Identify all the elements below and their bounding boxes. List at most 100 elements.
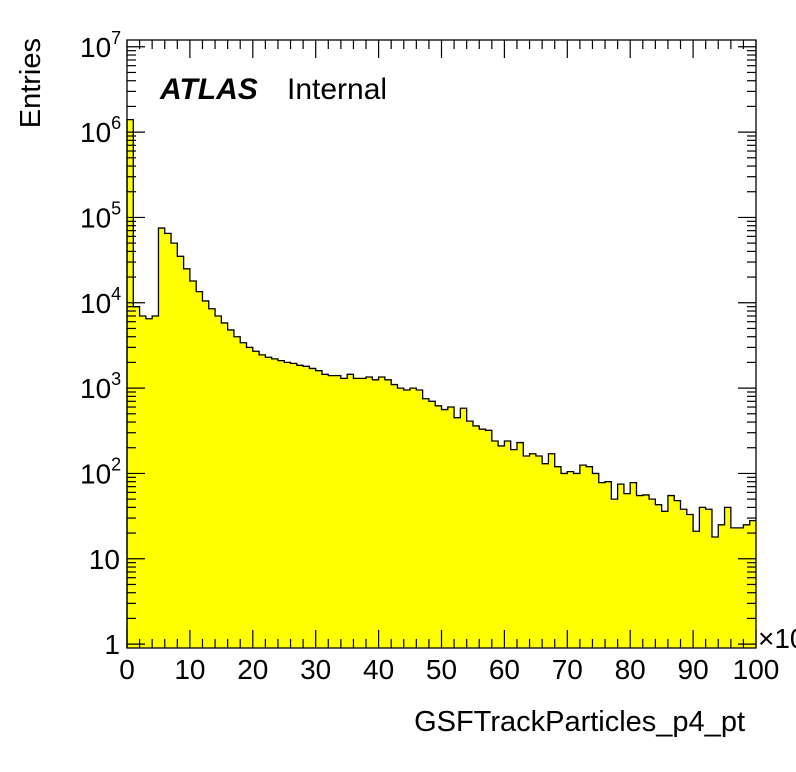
histogram-bin xyxy=(504,440,512,648)
histogram-bin xyxy=(542,463,550,648)
histogram-bin xyxy=(661,511,669,648)
histogram-bin xyxy=(259,354,266,648)
histogram-bins xyxy=(126,118,757,649)
histogram-bin xyxy=(674,500,682,648)
histogram-bin xyxy=(366,376,373,648)
histogram-bin xyxy=(189,280,197,648)
x-axis-title: GSFTrackParticles_p4_pt xyxy=(414,706,745,738)
histogram-bin xyxy=(340,378,348,648)
histogram-bin xyxy=(391,384,399,648)
histogram-bin xyxy=(435,405,443,648)
histogram-bin xyxy=(208,308,216,648)
histogram-bin xyxy=(403,389,411,648)
histogram-bin xyxy=(472,425,480,648)
histogram-bin xyxy=(699,507,707,648)
histogram-bin xyxy=(548,453,556,648)
histogram-bin xyxy=(586,466,594,648)
x-tick-label: 0 xyxy=(119,654,135,685)
histogram-bin xyxy=(466,421,474,648)
histogram-bin xyxy=(516,442,524,648)
histogram-bin xyxy=(271,358,279,648)
histogram-bin xyxy=(171,243,178,648)
histogram-bin xyxy=(711,536,719,648)
x-tick-label: 70 xyxy=(552,654,583,685)
histogram-bin xyxy=(227,329,235,648)
histogram-bin xyxy=(196,291,204,648)
histogram-bin xyxy=(636,495,644,648)
histogram-bin xyxy=(485,430,493,648)
histogram-bin xyxy=(642,494,650,648)
x-tick-label: 40 xyxy=(363,654,394,685)
histogram-bin xyxy=(252,351,260,648)
histogram-bin xyxy=(605,481,612,648)
histogram-bin xyxy=(145,318,153,648)
histogram-bin xyxy=(221,322,229,648)
histogram-bin xyxy=(177,256,185,648)
histogram-bin xyxy=(328,375,336,648)
x-tick-label: 20 xyxy=(237,654,268,685)
y-axis-tick-labels: 1 10 102 103 104 105 106 107 xyxy=(80,28,121,660)
histogram-bin xyxy=(284,362,292,648)
histogram-bin xyxy=(416,389,424,648)
y-tick-label: 104 xyxy=(80,284,121,319)
histogram-bin xyxy=(133,306,141,648)
histogram-bin xyxy=(567,471,575,648)
histogram-outline xyxy=(126,118,756,648)
histogram-bin xyxy=(127,119,134,649)
histogram-bin xyxy=(240,342,248,648)
histogram-bin xyxy=(623,493,631,648)
histogram-bin xyxy=(384,379,392,648)
histogram-bin xyxy=(743,524,751,648)
x-axis-multiplier: ×103 xyxy=(758,620,796,654)
histogram-bin xyxy=(479,429,487,648)
histogram-bin xyxy=(718,524,726,648)
histogram-bin xyxy=(164,233,172,648)
histogram-bin xyxy=(611,499,619,648)
histogram-bin xyxy=(730,527,738,648)
y-tick-label: 102 xyxy=(80,454,121,489)
histogram-bin xyxy=(321,374,329,648)
y-tick-label: 1 xyxy=(104,629,120,660)
histogram-bin xyxy=(579,465,587,648)
histogram-bin xyxy=(737,527,745,648)
atlas-label: ATLAS xyxy=(159,73,258,106)
histogram-bin xyxy=(359,378,367,648)
histogram-bin xyxy=(428,401,436,648)
histogram-bin xyxy=(598,482,606,648)
histogram-bin xyxy=(705,509,713,648)
histogram-bin xyxy=(277,360,285,648)
histogram-bin xyxy=(422,398,430,648)
x-tick-label: 10 xyxy=(174,654,205,685)
y-tick-label: 105 xyxy=(80,198,121,233)
histogram-bin xyxy=(561,473,568,648)
histogram-bin xyxy=(454,417,461,648)
histogram-bin xyxy=(523,456,531,648)
histogram-bin xyxy=(233,336,241,648)
histogram-bin xyxy=(202,300,210,648)
histogram-bin xyxy=(592,473,600,648)
histogram-bin xyxy=(655,504,663,648)
internal-label: Internal xyxy=(287,73,387,106)
histogram-bin xyxy=(554,466,562,648)
x-multiplier-base: ×10 xyxy=(758,623,796,654)
histogram-bin xyxy=(693,531,700,648)
histogram-bin xyxy=(397,388,405,648)
histogram-bin xyxy=(215,315,222,648)
x-tick-label: 60 xyxy=(489,654,520,685)
histogram-bin xyxy=(617,484,625,648)
histogram-bin xyxy=(158,228,166,648)
histogram-bin xyxy=(353,378,361,648)
histogram-bin xyxy=(378,376,386,648)
y-tick-label: 10 xyxy=(89,544,120,575)
histogram-bin xyxy=(649,499,656,648)
histogram-bin xyxy=(680,509,688,648)
y-tick-label: 106 xyxy=(80,113,121,148)
x-tick-label: 30 xyxy=(300,654,331,685)
histogram-bin xyxy=(510,449,518,648)
y-tick-label: 107 xyxy=(80,28,121,63)
histogram-bin xyxy=(290,363,298,648)
histogram-bin xyxy=(686,514,694,648)
histogram-bin xyxy=(296,365,304,648)
histogram-bin xyxy=(529,453,537,648)
